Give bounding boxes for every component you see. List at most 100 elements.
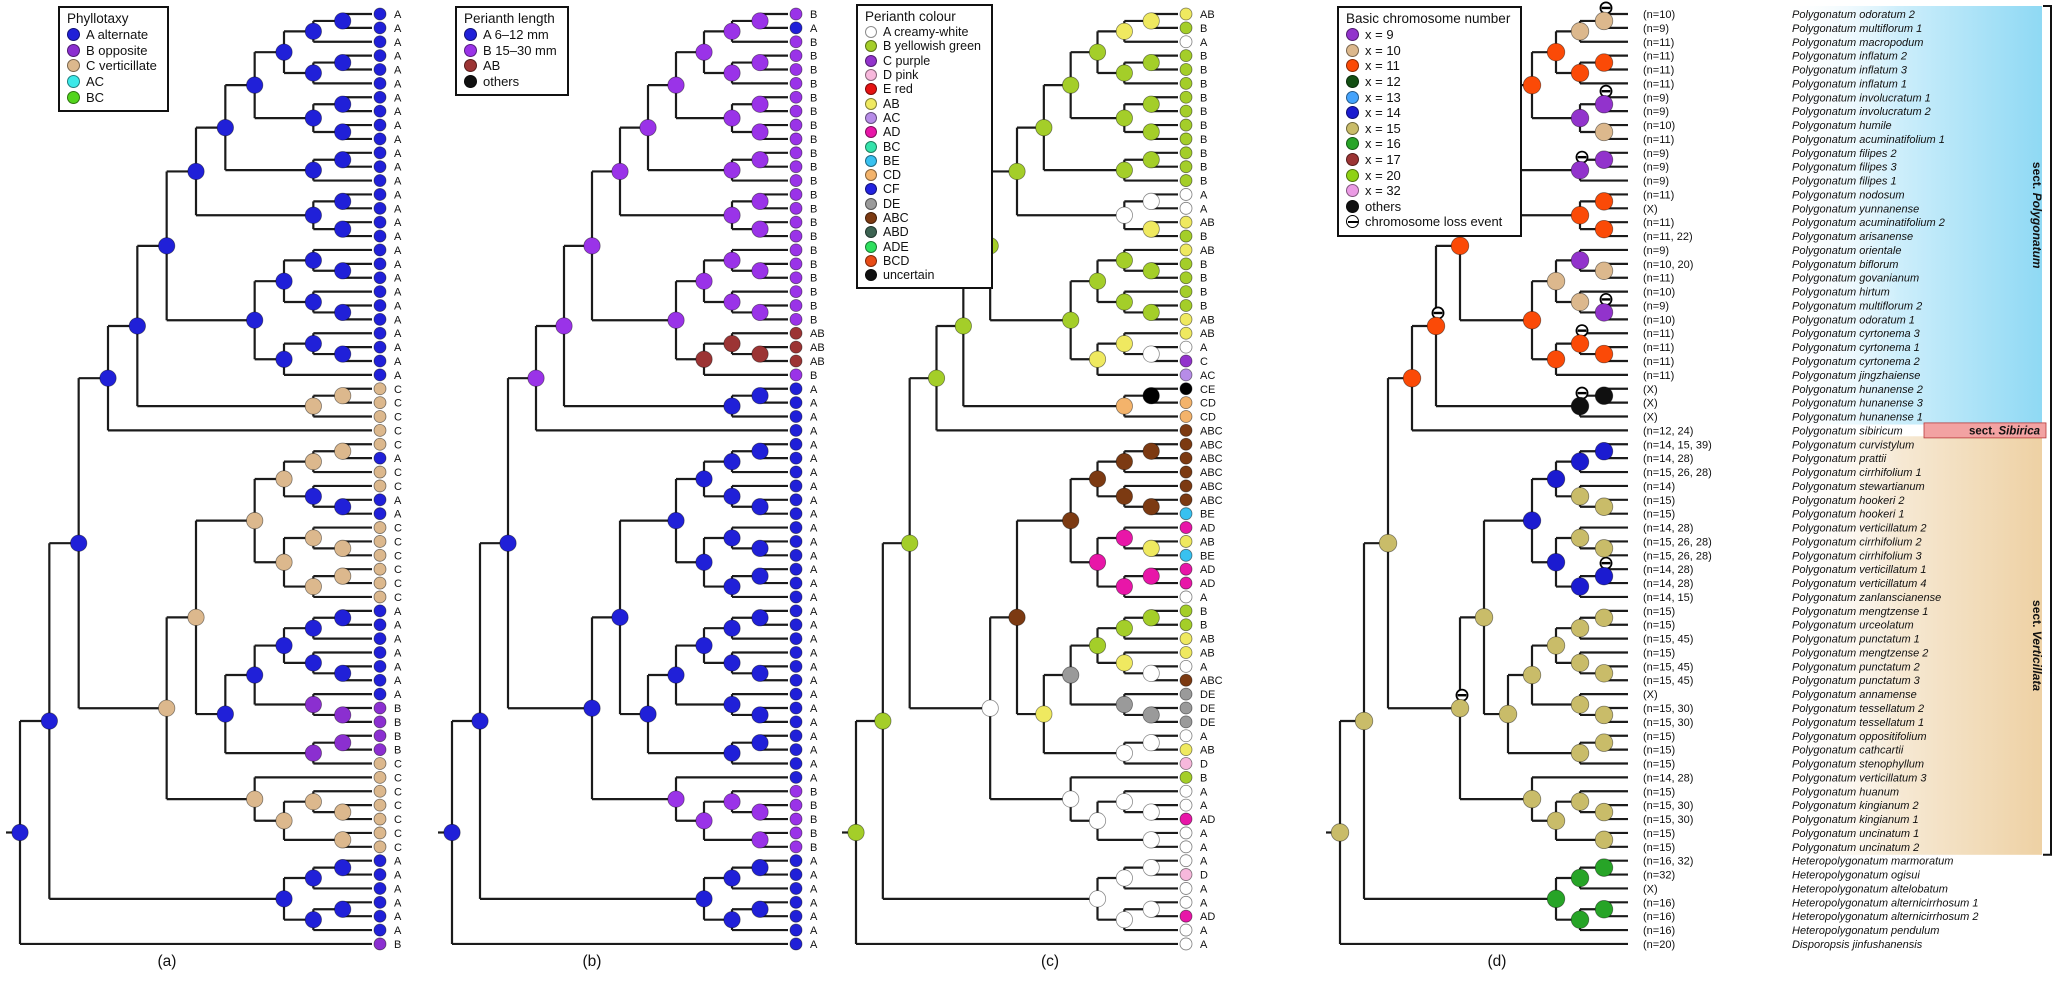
tip-state-dot — [1179, 132, 1193, 146]
tip-state-dot — [789, 535, 803, 548]
tip-state-label: A — [810, 453, 818, 465]
tip-state-label: D — [1200, 759, 1208, 771]
legend-item-B: B opposite — [67, 43, 157, 59]
tip-state-dot — [373, 104, 387, 118]
tip-state-label: BE — [1200, 550, 1215, 562]
tip-state-dot — [1179, 840, 1193, 854]
tip-state-label: CD — [1200, 398, 1216, 410]
species-name: Polygonatum verticillatum 2 — [1792, 523, 1927, 535]
tip-state-label: C — [394, 592, 402, 604]
ancestral-state-node — [1546, 553, 1566, 572]
tip-state-label: A — [810, 745, 818, 757]
ancestral-state-node — [246, 311, 264, 329]
tip-state-dot — [789, 868, 803, 881]
chromosome-count-label: (n=15, 45) — [1643, 675, 1693, 687]
ancestral-state-node — [1088, 812, 1107, 830]
tip-state-dot — [1179, 21, 1193, 35]
tip-state-label: C — [394, 384, 402, 396]
tip-state-label: C — [394, 398, 402, 410]
legend-item-ADE: ADE — [865, 239, 981, 254]
phyllotaxy-legend: Phyllotaxy A alternate B opposite C vertic… — [58, 6, 169, 112]
tip-state-label: A — [394, 92, 402, 104]
tip-state-label: B — [810, 786, 817, 798]
tip-state-dot — [789, 437, 803, 451]
tip-state-dot — [789, 757, 803, 770]
chromosome-count-label: (n=15) — [1643, 828, 1675, 840]
ancestral-state-node — [695, 350, 713, 368]
species-name: Polygonatum urceolatum — [1792, 620, 1914, 632]
tip-state-dot — [1179, 618, 1193, 632]
chromosome-count-label: (n=15, 30) — [1643, 717, 1693, 729]
species-name: Polygonatum involucratum 1 — [1792, 92, 1931, 104]
tip-state-dot — [789, 895, 803, 909]
ancestral-state-node — [1594, 192, 1614, 211]
chromosome-count-label: (n=9) — [1643, 148, 1669, 160]
section-labels: sect. Polygonatum sect. Sibirica sect. Ver… — [1923, 5, 2052, 856]
tip-state-dot — [1179, 312, 1193, 326]
tip-state-label: B — [1200, 162, 1207, 174]
chromosome-count-label: (n=9) — [1643, 92, 1669, 104]
tip-state-label: C — [394, 578, 402, 590]
tip-state-dot — [373, 895, 387, 909]
tip-state-label: AB — [810, 356, 825, 368]
tip-state-dot — [789, 312, 803, 326]
legend-item-label: others — [1365, 198, 1402, 214]
ancestral-state-node — [695, 812, 713, 830]
species-name: Polygonatum stewartianum — [1792, 481, 1925, 493]
tip-state-dot — [789, 382, 803, 396]
ancestral-state-node — [1115, 654, 1133, 672]
tip-state-label: B — [394, 703, 401, 715]
legend-color-dot — [67, 75, 80, 89]
tip-state-dot — [789, 743, 803, 757]
species-name: Polygonatum orientale — [1792, 245, 1901, 257]
ancestral-state-node — [555, 317, 573, 335]
legend-item-x10: x = 10 — [1346, 43, 1510, 59]
chromosome-count-label: (n=15) — [1643, 495, 1675, 507]
tip-state-label: A — [810, 634, 818, 646]
chromosome-count-label: (n=15) — [1643, 647, 1675, 659]
tip-state-label: B — [810, 217, 817, 229]
section-bands — [1782, 6, 2042, 855]
ancestral-state-node — [1594, 344, 1614, 364]
tip-state-dot — [373, 868, 387, 881]
species-name: Polygonatum yunnanense — [1792, 203, 1919, 215]
legend-item-label: CD — [883, 168, 902, 183]
tip-state-label: AD — [1200, 911, 1215, 923]
legend-color-dot — [865, 154, 877, 167]
chromosome-count-label: (n=15, 45) — [1643, 661, 1693, 673]
ancestral-state-node — [667, 76, 685, 94]
tip-state-label: A — [394, 65, 402, 77]
species-name: Polygonatum mengtzense 2 — [1792, 647, 1928, 659]
chromosome-count-label: (n=11) — [1643, 78, 1674, 90]
species-name: Polygonatum cyrtonema 1 — [1792, 342, 1920, 354]
tip-state-label: B — [810, 189, 817, 201]
ancestral-state-node — [1062, 311, 1080, 329]
ancestral-state-node — [334, 498, 352, 516]
ancestral-state-node — [1570, 108, 1590, 128]
tip-state-dot — [789, 548, 803, 562]
ancestral-state-node — [611, 608, 629, 626]
tip-state-dot — [1179, 507, 1193, 521]
species-name: Polygonatum stenophyllum — [1792, 759, 1924, 771]
species-name: Polygonatum curvistylum — [1792, 439, 1914, 451]
tip-state-dot — [373, 562, 387, 576]
legend-color-dot — [1346, 137, 1359, 151]
species-name: Polygonatum punctatum 3 — [1792, 675, 1921, 687]
ancestral-state-node — [1115, 793, 1133, 811]
ancestral-state-node — [723, 397, 741, 415]
ancestral-state-node — [1008, 162, 1026, 181]
species-name: Disporopsis jinfushanensis — [1792, 939, 1923, 951]
tip-state-label: AB — [810, 328, 825, 340]
tip-state-dot — [789, 590, 803, 604]
ancestral-state-node — [334, 706, 352, 724]
chromosome-number-legend-title: Basic chromosome number — [1346, 11, 1511, 26]
ancestral-state-node — [334, 192, 352, 210]
tip-state-dot — [373, 299, 387, 312]
tip-state-label: C — [394, 772, 402, 784]
species-name: Heteropolygonatum alternicirrhosum 2 — [1792, 911, 1978, 923]
ancestral-state-node — [158, 699, 176, 717]
ancestral-state-node — [639, 705, 657, 723]
tip-state-dot — [789, 479, 803, 493]
species-name: Polygonatum verticillatum 4 — [1792, 578, 1927, 590]
ancestral-state-node — [1594, 386, 1614, 405]
